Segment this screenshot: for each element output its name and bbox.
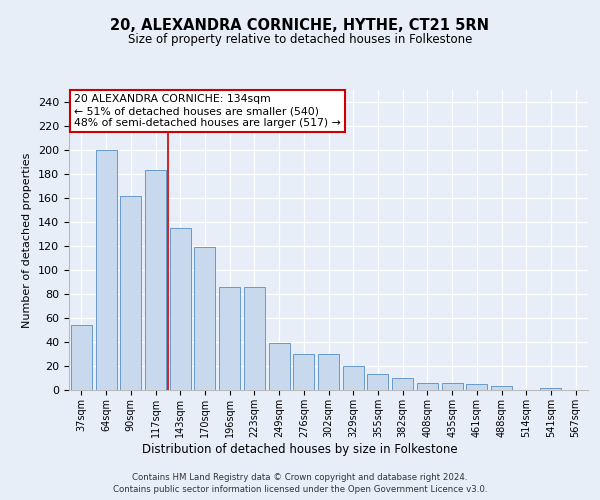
Bar <box>120 196 141 390</box>
Bar <box>367 374 388 390</box>
Bar <box>95 150 116 390</box>
Text: Contains public sector information licensed under the Open Government Licence v3: Contains public sector information licen… <box>113 485 487 494</box>
Bar <box>71 325 92 390</box>
Text: Distribution of detached houses by size in Folkestone: Distribution of detached houses by size … <box>142 442 458 456</box>
Bar <box>244 287 265 390</box>
Bar <box>269 343 290 390</box>
Text: 20, ALEXANDRA CORNICHE, HYTHE, CT21 5RN: 20, ALEXANDRA CORNICHE, HYTHE, CT21 5RN <box>110 18 490 32</box>
Bar <box>541 388 562 390</box>
Bar <box>318 354 339 390</box>
Text: 20 ALEXANDRA CORNICHE: 134sqm
← 51% of detached houses are smaller (540)
48% of : 20 ALEXANDRA CORNICHE: 134sqm ← 51% of d… <box>74 94 341 128</box>
Bar <box>417 383 438 390</box>
Bar <box>293 354 314 390</box>
Text: Size of property relative to detached houses in Folkestone: Size of property relative to detached ho… <box>128 32 472 46</box>
Text: Contains HM Land Registry data © Crown copyright and database right 2024.: Contains HM Land Registry data © Crown c… <box>132 472 468 482</box>
Bar <box>442 383 463 390</box>
Bar <box>194 247 215 390</box>
Bar <box>145 170 166 390</box>
Bar <box>466 384 487 390</box>
Bar <box>219 287 240 390</box>
Bar <box>170 228 191 390</box>
Bar <box>343 366 364 390</box>
Y-axis label: Number of detached properties: Number of detached properties <box>22 152 32 328</box>
Bar <box>392 378 413 390</box>
Bar <box>491 386 512 390</box>
